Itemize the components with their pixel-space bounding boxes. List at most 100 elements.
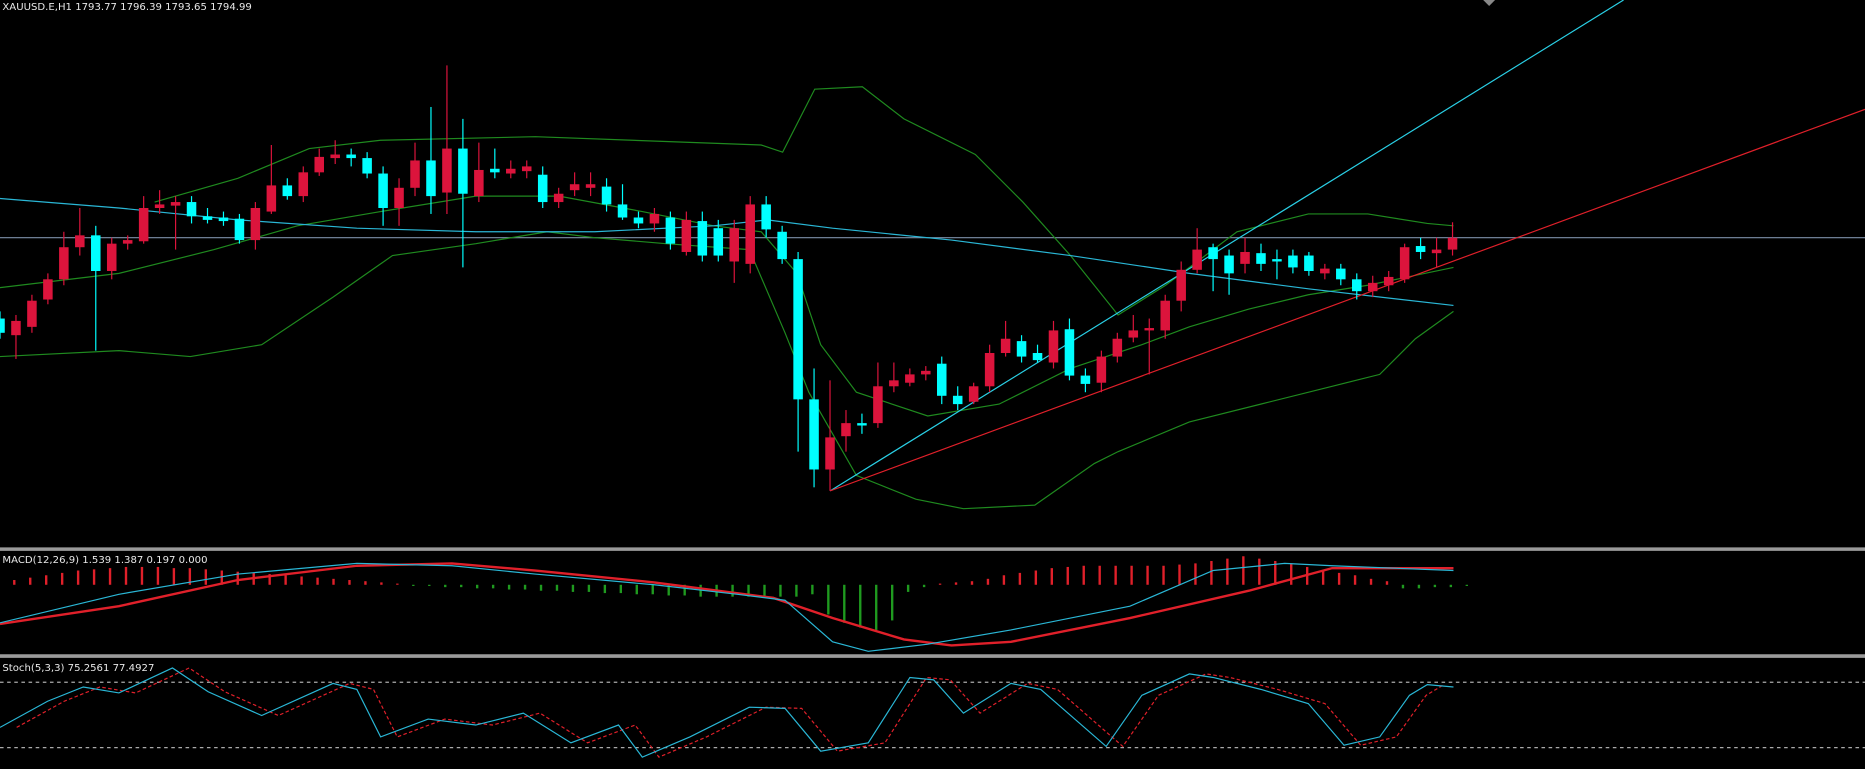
scroll-marker [1483, 0, 1496, 6]
candle-body [1256, 253, 1266, 264]
candle-body [968, 386, 979, 402]
stoch-label: Stoch(5,3,3) 75.2561 77.4927 [2, 663, 154, 674]
candle-body [1240, 251, 1250, 264]
candle-body [43, 279, 53, 300]
candle-body [1016, 341, 1027, 357]
candle-body [952, 395, 963, 405]
candle-body [458, 148, 468, 194]
candle-body [793, 259, 803, 400]
candle-body [1128, 330, 1139, 338]
candle-body [745, 204, 755, 264]
candle-body [905, 374, 915, 383]
candle-body [1144, 328, 1155, 331]
candle-body [825, 437, 835, 470]
symbol-title: XAUUSD.E,H1 1793.77 1796.39 1793.65 1794… [2, 2, 251, 13]
candle-body [1288, 255, 1298, 268]
candle-body [1160, 300, 1170, 331]
candle-body [681, 219, 692, 252]
candle-body [75, 235, 85, 248]
candle-body [202, 216, 213, 220]
candle-body [1080, 375, 1091, 384]
candle-body [857, 423, 867, 426]
candle-body [91, 235, 101, 271]
candle-body [1415, 246, 1426, 252]
candle-body [921, 370, 931, 375]
candle-body [633, 217, 644, 224]
stoch-main [0, 667, 1454, 758]
candle-body [266, 185, 277, 212]
candle-body [506, 168, 516, 174]
candle-body [170, 202, 181, 206]
candle-body [1447, 237, 1458, 250]
macd-label: MACD(12,26,9) 1.539 1.387 0.197 0.000 [2, 555, 207, 566]
candle-body [601, 186, 612, 205]
candle-body [1367, 282, 1378, 292]
candle-body [777, 231, 787, 260]
candle-body [1352, 279, 1362, 292]
candle-body [426, 160, 436, 197]
trendline [830, 108, 1865, 492]
bollinger-lower [0, 231, 1454, 510]
candle-body [314, 156, 324, 173]
candle-body [841, 423, 851, 437]
candle-body [1224, 255, 1234, 274]
candle-body [1032, 353, 1043, 361]
candle-body [569, 184, 580, 191]
candle-body [1431, 249, 1442, 254]
candle-body [490, 168, 500, 173]
candle-body [553, 193, 564, 203]
candle-body [11, 320, 21, 336]
candle-body [1096, 356, 1107, 383]
macd-signal [0, 562, 1454, 647]
candle-body [873, 386, 883, 424]
candle-body [410, 160, 420, 188]
candle-body [889, 380, 899, 387]
candle-body [122, 240, 133, 244]
candle-body [234, 218, 245, 241]
candle-body [1000, 338, 1011, 354]
candle-body [106, 243, 117, 271]
candle-body [442, 148, 452, 193]
candle-body [1048, 330, 1059, 363]
candle-body [298, 172, 309, 197]
candle-body [27, 300, 37, 327]
candle-body [1336, 268, 1346, 280]
candle-body [809, 399, 819, 470]
candle-body [697, 221, 708, 256]
candle-body [617, 204, 628, 218]
stoch-pane [0, 667, 1865, 758]
candle-body [1383, 276, 1394, 286]
candle-body [474, 169, 484, 197]
candle-body [218, 217, 229, 222]
candle-body [154, 204, 165, 208]
price-pane [0, 0, 1865, 510]
candle-body [665, 217, 676, 244]
candle-body [250, 207, 261, 241]
macd-main [0, 562, 1454, 652]
candle-body [585, 184, 596, 188]
candle-body [1304, 255, 1314, 271]
candle-body [362, 158, 372, 174]
candle-body [0, 318, 5, 333]
candle-body [138, 207, 149, 242]
candle-body [984, 353, 995, 387]
candle-body [394, 187, 404, 208]
candle-body [521, 166, 532, 172]
candle-body [1176, 269, 1186, 301]
candle-body [1272, 259, 1282, 262]
candle-body [729, 228, 740, 262]
candle-body [537, 174, 548, 203]
macd-pane [0, 556, 1468, 652]
candle-body [346, 154, 356, 159]
candle-body [1208, 247, 1218, 260]
bollinger-upper [154, 86, 1454, 316]
trendline [829, 0, 1624, 492]
candle-body [378, 173, 388, 208]
candle-body [1064, 329, 1075, 376]
candle-body [1112, 338, 1123, 357]
candle-body [186, 202, 197, 217]
candle-body [1399, 247, 1410, 280]
